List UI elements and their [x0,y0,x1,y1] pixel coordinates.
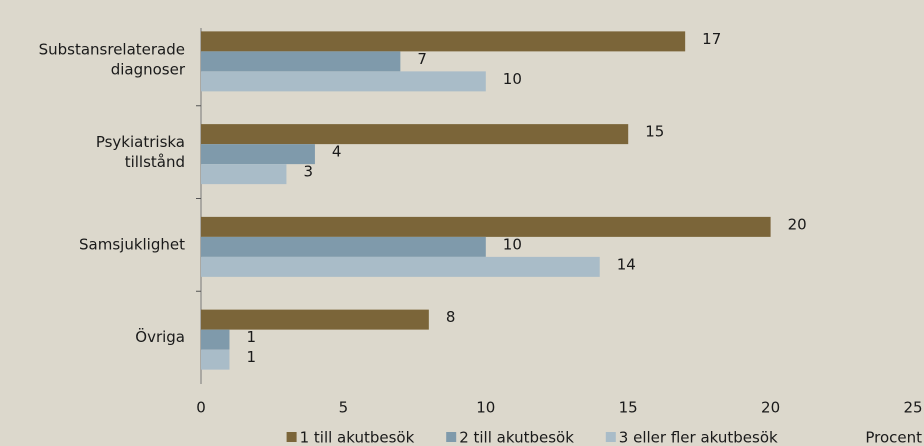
x-tick-label: 25 [903,399,922,417]
y-tick-label-line: Substansrelaterade [39,40,185,58]
x-axis-label: Procent [865,429,922,446]
legend-swatch [446,432,457,442]
legend-label: 1 till akutbesök [300,429,415,446]
data-label: 8 [446,308,456,326]
y-tick-label: Psykiatriska tillstånd [96,133,185,171]
x-tick-label: 5 [339,399,349,417]
bar [201,216,771,237]
data-label: 14 [617,255,636,273]
y-tick-label-line: tillstånd [125,153,185,171]
legend-label: 2 till akutbesök [459,429,574,446]
x-tick-label: 10 [476,399,495,417]
bar [201,31,686,52]
data-label: 15 [645,123,664,141]
bar [201,164,287,185]
legend-swatch [605,432,616,442]
legend-label: 3 eller fler akutbesök [619,429,778,446]
x-tick-label: 0 [196,399,206,417]
data-label: 10 [503,235,522,253]
data-label: 10 [503,70,522,88]
bar [201,309,429,330]
data-label: 1 [246,348,256,366]
bar [201,349,230,370]
bar [201,71,486,92]
bar [201,144,315,165]
y-tick-label: Samsjuklighet [79,235,185,253]
data-label: 20 [788,215,807,233]
bar [201,329,230,350]
data-label: 3 [303,163,313,181]
bar [201,124,629,145]
data-label: 4 [332,143,342,161]
legend-swatch [286,432,297,442]
y-tick-label: Substansrelaterade diagnoser [39,40,186,78]
y-tick-label-line: Psykiatriska [96,133,185,151]
data-label: 17 [702,30,721,48]
bar [201,51,401,72]
bar [201,256,600,277]
x-tick-label: 15 [619,399,638,417]
y-tick-label-line: diagnoser [111,60,186,78]
data-label: 1 [246,328,256,346]
x-tick-label: 20 [761,399,780,417]
bar [201,236,486,257]
y-tick-label: Övriga [135,327,185,346]
data-label: 7 [417,50,427,68]
